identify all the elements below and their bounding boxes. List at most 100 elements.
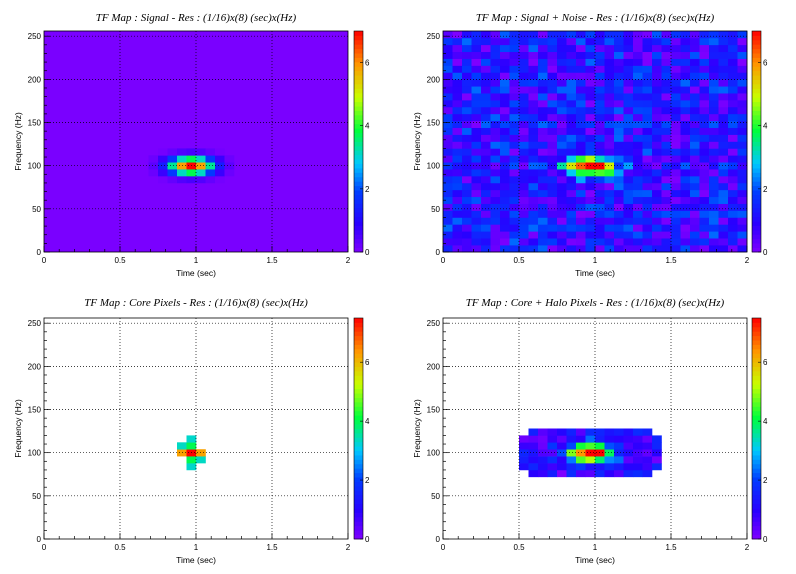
heatmap-cell	[709, 31, 719, 39]
colorbar-segment	[354, 340, 363, 345]
heatmap-cell	[481, 37, 491, 46]
heatmap-cell	[528, 134, 539, 142]
colorbar-segment	[354, 521, 363, 527]
heatmap-cell	[566, 224, 577, 232]
panel-title: TF Map : Signal - Res : (1/16)x(8) (sec)…	[96, 12, 297, 24]
heatmap-cell	[690, 162, 700, 170]
heatmap-cell	[576, 51, 586, 59]
heatmap-cell	[642, 127, 653, 135]
heatmap-cell	[680, 65, 691, 73]
y-axis: 0 50 100 150 200 250 Frequency (Hz)	[13, 32, 50, 257]
panel-signal: 0 0.5 1 1.5 2 Time (sec) 0 50 100 150 200 250 Freque…	[13, 12, 370, 278]
heatmap-cell	[737, 58, 748, 66]
heatmap-cell	[661, 44, 672, 53]
colorbar-segment	[354, 516, 363, 522]
y-tick-label: 250	[28, 319, 42, 328]
colorbar-segment	[354, 455, 363, 460]
heatmap-cell	[462, 44, 472, 53]
heatmap-cell	[471, 58, 482, 66]
heatmap-cell	[490, 127, 501, 135]
heatmap-cell	[528, 463, 539, 471]
x-tick-label: 0	[441, 543, 446, 552]
heatmap-cell	[443, 44, 453, 53]
heatmap-cell	[509, 148, 520, 156]
colorbar-segment	[752, 145, 761, 151]
heatmap-cell	[538, 442, 548, 450]
heatmap-cell	[595, 463, 605, 471]
colorbar-segment	[354, 101, 363, 107]
colorbar-segment	[354, 388, 363, 394]
colorbar-segment	[752, 485, 761, 491]
colorbar-segment	[354, 437, 363, 443]
y-tick-label: 250	[427, 319, 441, 328]
colorbar-segment	[752, 128, 761, 134]
heatmap-cell	[595, 435, 605, 443]
heatmap-cell	[452, 72, 463, 80]
colorbar-segment	[354, 348, 363, 354]
colorbar-segment	[752, 110, 761, 116]
heatmap-cell	[633, 449, 643, 457]
heatmap-cell	[614, 134, 624, 142]
colorbar-segment	[354, 119, 363, 125]
heatmap-cell	[509, 231, 520, 239]
heatmap-cell	[661, 169, 672, 177]
heatmap-cell	[690, 148, 700, 156]
heatmap-cell	[490, 231, 501, 239]
heatmap-cell	[690, 120, 700, 128]
heatmap-cell	[576, 31, 586, 39]
heatmap-cell	[623, 442, 634, 450]
heatmap-cell	[604, 162, 615, 170]
heatmap-cell	[519, 79, 529, 87]
heatmap-cell	[709, 58, 719, 66]
heatmap-cell	[566, 58, 577, 66]
x-tick-label: 2	[346, 256, 351, 265]
colorbar-segment	[752, 97, 761, 103]
y-axis-label: Frequency (Hz)	[412, 112, 422, 171]
heatmap-cell	[528, 37, 539, 46]
colorbar-segment	[752, 340, 761, 345]
heatmap-cell	[509, 224, 520, 232]
heatmap-cell	[728, 203, 738, 211]
heatmap-cell	[652, 176, 662, 184]
heatmap-cell	[699, 148, 710, 156]
colorbar-segment	[752, 322, 761, 328]
heatmap-cell	[642, 148, 653, 156]
colorbar-segment	[752, 203, 761, 209]
heatmap-cell	[737, 86, 748, 94]
heatmap-cell	[443, 141, 453, 149]
heatmap-cell	[462, 72, 472, 80]
colorbar-segment	[354, 66, 363, 72]
heatmap-cell	[576, 155, 586, 163]
colorbar-segment	[752, 455, 761, 460]
colorbar-segment	[752, 61, 761, 67]
heatmap-cell	[462, 231, 472, 239]
heatmap-cell	[737, 217, 748, 225]
colorbar-segment	[354, 397, 363, 403]
heatmap-cell	[538, 65, 548, 73]
heatmap-cell	[699, 93, 710, 101]
y-tick-label: 200	[427, 362, 441, 371]
heatmap-cell	[557, 245, 567, 253]
heatmap-cell	[633, 176, 643, 184]
heatmap-cell	[557, 93, 567, 101]
heatmap-cell	[509, 127, 520, 135]
heatmap-cell	[690, 196, 700, 204]
heatmap-cell	[538, 189, 548, 198]
heatmap-cell	[690, 37, 700, 46]
heatmap-cell	[671, 106, 681, 115]
colorbar-segment	[354, 335, 363, 341]
colorbar-segment	[354, 247, 363, 253]
y-axis-label: Frequency (Hz)	[13, 112, 23, 171]
heatmap-cell	[709, 196, 719, 204]
heatmap-cell	[566, 217, 577, 225]
heatmap-cell	[642, 217, 653, 225]
heatmap-cell	[642, 113, 653, 122]
x-axis: 0 0.5 1 1.5 2 Time (sec)	[42, 533, 351, 565]
heatmap-cell	[680, 162, 691, 170]
heatmap-cell	[614, 231, 624, 239]
heatmap-cell	[661, 141, 672, 149]
colorbar-segment	[752, 198, 761, 204]
heatmap-cell	[547, 141, 558, 149]
heatmap-cell	[471, 217, 482, 225]
heatmap-cell	[614, 120, 624, 128]
